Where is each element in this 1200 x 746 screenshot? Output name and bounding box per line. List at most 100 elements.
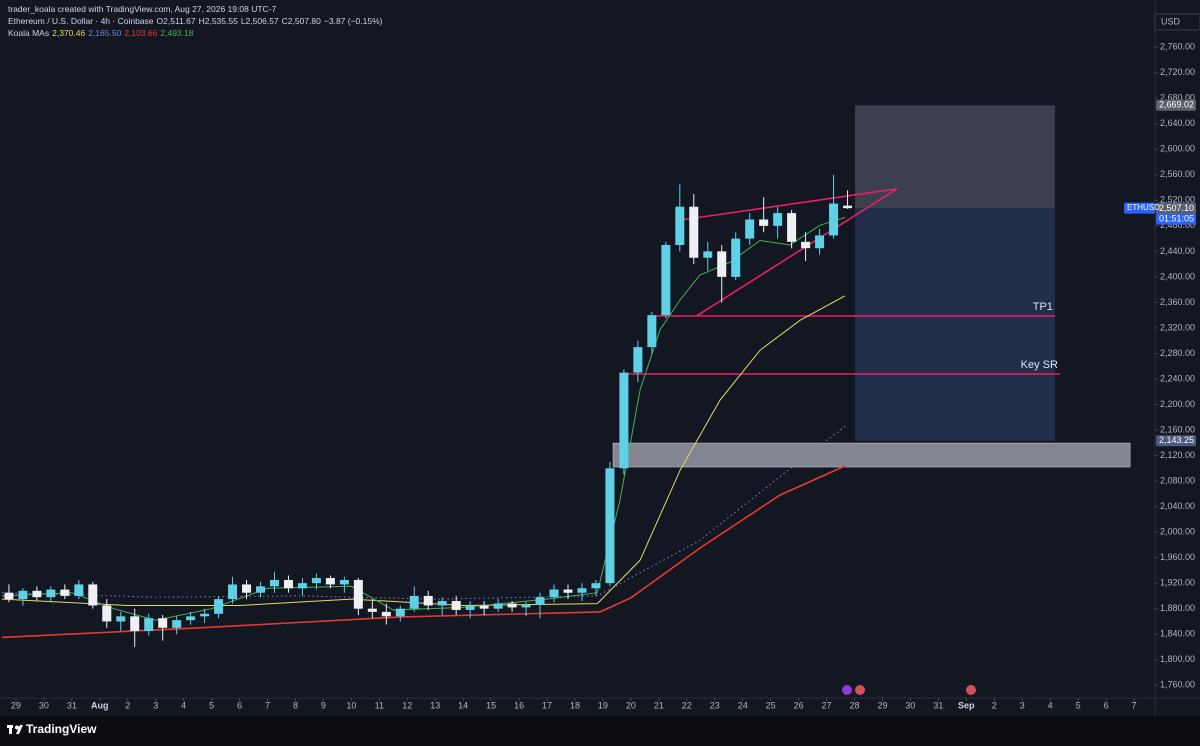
- x-tick-label: 24: [738, 700, 748, 710]
- candle-body: [563, 589, 573, 593]
- candle-body: [228, 584, 238, 600]
- y-tick-label: 2,040.00: [1160, 501, 1195, 511]
- y-tick-label: 2,240.00: [1160, 373, 1195, 383]
- y-tick-label: 2,440.00: [1160, 246, 1195, 256]
- y-tick-label: 2,000.00: [1160, 526, 1195, 536]
- candle-body: [689, 206, 699, 258]
- y-tick-label: 2,480.00: [1160, 220, 1195, 230]
- x-tick-label: 22: [682, 700, 692, 710]
- y-tick-label: 2,320.00: [1160, 322, 1195, 332]
- indicator-name: Koala MAs: [8, 28, 50, 38]
- candle-body: [479, 605, 489, 609]
- x-tick-label: 7: [265, 700, 270, 710]
- price-badge-label: 2,143.25: [1159, 435, 1194, 445]
- candle-body: [451, 601, 461, 610]
- candle-body: [535, 597, 545, 605]
- x-tick-label: Sep: [958, 700, 975, 710]
- x-tick-label: 16: [514, 700, 524, 710]
- candle-body: [311, 578, 321, 584]
- price-badge: [1156, 203, 1196, 215]
- y-tick-label: 2,520.00: [1160, 195, 1195, 205]
- candle-body: [633, 347, 643, 373]
- plot-area: TP1 Key SR: [1, 105, 1131, 647]
- candle-body: [74, 584, 84, 596]
- candle-body: [423, 595, 433, 606]
- y-tick-label: 1,800.00: [1160, 654, 1195, 664]
- price-badge: [1156, 435, 1196, 447]
- candle-body: [381, 611, 391, 617]
- moving-average: [1, 426, 846, 600]
- candle-body: [829, 203, 839, 236]
- support-zone: [612, 442, 1131, 468]
- candle-body: [591, 583, 601, 589]
- legend-value: 2,370.46: [52, 28, 86, 38]
- position-stop: [855, 208, 1055, 441]
- x-tick-label: 29: [877, 700, 887, 710]
- candle-body: [773, 213, 783, 226]
- header: trader_koala created with TradingView.co…: [8, 3, 386, 39]
- candle-body: [815, 235, 825, 249]
- candle-body: [172, 620, 182, 628]
- candle-body: [46, 589, 56, 598]
- candle-body: [130, 616, 140, 632]
- x-tick-label: 31: [933, 700, 943, 710]
- y-tick-label: 2,200.00: [1160, 399, 1195, 409]
- y-tick-label: 1,760.00: [1160, 680, 1195, 690]
- event-icons[interactable]: [842, 685, 976, 695]
- y-tick-label: 2,680.00: [1160, 93, 1195, 103]
- x-tick-label: 4: [181, 700, 186, 710]
- candle-body: [731, 238, 741, 277]
- currency: USD: [1161, 16, 1181, 26]
- x-tick-label: 14: [458, 700, 468, 710]
- y-tick-label: 2,640.00: [1160, 118, 1195, 128]
- footer-logo: TradingView: [26, 722, 97, 736]
- symbol: Ethereum / U.S. Dollar · 4h · Coinbase: [8, 16, 154, 26]
- credit: trader_koala created with TradingView.co…: [8, 4, 277, 14]
- level-label: TP1: [1033, 301, 1053, 313]
- countdown: 01:51:05: [1159, 213, 1194, 223]
- y-tick-label: 2,280.00: [1160, 348, 1195, 358]
- candle-body: [283, 579, 293, 589]
- candle-body: [605, 468, 615, 584]
- position-target: [855, 105, 1055, 209]
- x-tick-label: 11: [375, 700, 384, 710]
- footer-logo-icon: [7, 725, 23, 734]
- candle-body: [367, 608, 377, 612]
- symbol-line: Ethereum / U.S. Dollar · 4h · Coinbase O2…: [8, 15, 386, 27]
- y-tick-label: 2,360.00: [1160, 297, 1195, 307]
- x-tick-label: 20: [626, 700, 636, 710]
- x-tick-label: 28: [850, 700, 860, 710]
- y-tick-label: 1,840.00: [1160, 629, 1195, 639]
- candle-body: [493, 603, 503, 609]
- x-tick-label: 19: [598, 700, 608, 710]
- candle-body: [200, 613, 210, 617]
- x-tick-label: 8: [293, 700, 298, 710]
- y-tick-label: 2,560.00: [1160, 169, 1195, 179]
- candle-body: [242, 584, 252, 593]
- candle-body: [661, 245, 671, 316]
- candle-body: [60, 589, 70, 596]
- y-tick-label: 2,760.00: [1160, 42, 1195, 52]
- candle-body: [675, 206, 685, 246]
- x-tick-label: 6: [1104, 700, 1109, 710]
- legend-value: 2,165.50: [88, 28, 122, 38]
- footer-background: [0, 716, 1200, 746]
- rising-wedge: [679, 188, 898, 317]
- candle-body: [269, 579, 279, 587]
- x-tick-label: Aug: [91, 700, 109, 710]
- x-tick-label: 2: [125, 700, 130, 710]
- ohlc: H2,535.55: [198, 16, 238, 26]
- x-tick-label: 10: [346, 700, 356, 710]
- x-tick-label: 5: [209, 700, 214, 710]
- currency-box[interactable]: [1154, 13, 1200, 31]
- ohlc: L2,506.57: [240, 16, 279, 26]
- change: −3.87 (−0.15%): [323, 16, 383, 26]
- candle-body: [717, 251, 727, 277]
- y-tick-label: 1,960.00: [1160, 552, 1195, 562]
- y-tick-label: 2,160.00: [1160, 424, 1195, 434]
- candle-body: [759, 219, 769, 226]
- x-tick-label: 27: [822, 700, 832, 710]
- y-tick-label: 1,920.00: [1160, 578, 1195, 588]
